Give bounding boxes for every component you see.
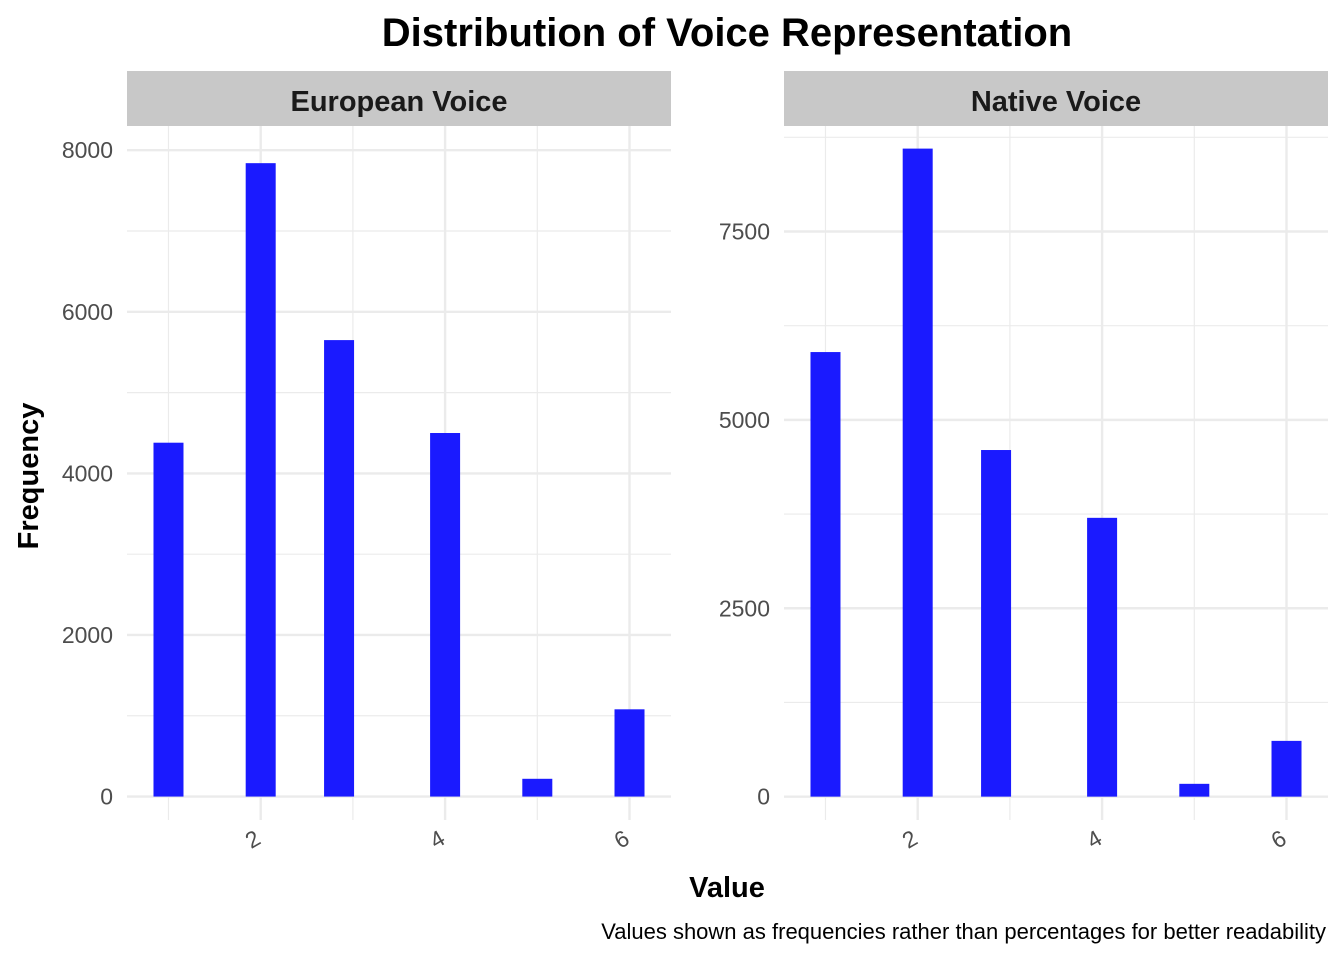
facet-panel-1: European Voice 0 2000 4000 6000 8000 2 4 6 [62, 71, 671, 854]
x-tick-label: 4 [425, 825, 449, 854]
bar [430, 433, 461, 797]
x-tick-label: 6 [609, 825, 633, 854]
y-axis-label: Frequency [13, 403, 45, 550]
x-tick-label: 4 [1082, 825, 1106, 854]
chart-caption: Values shown as frequencies rather than … [601, 919, 1326, 944]
bar [614, 709, 645, 797]
y-tick-label: 2000 [62, 622, 113, 648]
x-tick-label: 2 [898, 825, 922, 854]
y-tick-label: 8000 [62, 137, 113, 163]
y-tick-label: 0 [757, 784, 770, 810]
bar [1087, 517, 1118, 797]
y-tick-label: 4000 [62, 460, 113, 486]
y-tick-label: 7500 [719, 218, 770, 244]
y-tick-label: 5000 [719, 407, 770, 433]
facet-strip [784, 71, 1328, 126]
x-tick-label: 6 [1266, 825, 1290, 854]
facet-panel-2: Native Voice 0 2500 5000 7500 2 4 6 [719, 71, 1328, 854]
y-tick-label: 0 [100, 784, 113, 810]
facet-strip-label: Native Voice [971, 86, 1141, 118]
x-axis-label: Value [689, 872, 765, 904]
bar [1271, 740, 1302, 797]
facet-strip-label: European Voice [290, 86, 507, 118]
bar [522, 778, 553, 797]
bar [153, 442, 184, 797]
facet-strip [127, 71, 671, 126]
x-tick-label: 2 [241, 825, 265, 854]
bar [902, 148, 933, 797]
bar [810, 352, 841, 797]
bar [245, 163, 276, 797]
bar [324, 340, 355, 797]
y-tick-label: 2500 [719, 595, 770, 621]
chart-title: Distribution of Voice Representation [382, 11, 1072, 55]
bar [1179, 783, 1210, 797]
bar [981, 450, 1012, 797]
y-tick-label: 6000 [62, 299, 113, 325]
